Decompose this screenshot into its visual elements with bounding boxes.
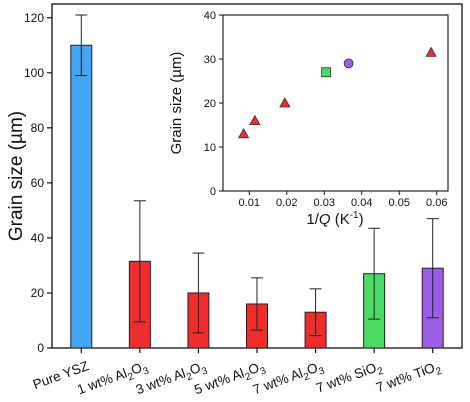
inset-x-tick-label: 0.04	[351, 197, 372, 209]
main-y-tick-label: 20	[31, 286, 45, 300]
category-label: 7 wt% SiO2	[314, 358, 385, 399]
inset-plot-frame	[222, 14, 449, 192]
inset-x-ticks: 0.01 0.02 0.03 0.04 0.05 0.06	[239, 191, 447, 209]
inset-x-tick-label: 0.06	[426, 197, 447, 209]
main-y-tick-label: 0	[37, 341, 44, 355]
inset-x-tick-label: 0.03	[314, 197, 335, 209]
inset-points	[237, 46, 437, 139]
main-y-axis-label: Grain size (µm)	[6, 111, 27, 241]
category-label: 7 wt% Al2O3	[251, 358, 327, 401]
inset-x-axis-label: 1/Q (K-1)	[306, 210, 363, 228]
inset-x-tick-label: 0.05	[389, 197, 410, 209]
triangle-point	[249, 114, 261, 125]
main-y-tick-label: 40	[31, 231, 45, 245]
triangle-point	[237, 127, 250, 139]
main-error-bars	[75, 14, 439, 337]
inset-y-tick-label: 30	[204, 54, 216, 66]
inset-y-tick-label: 0	[210, 186, 216, 198]
triangle-point	[279, 97, 291, 108]
inset-y-tick-label: 20	[204, 98, 216, 110]
inset-y-tick-label: 10	[204, 142, 216, 154]
main-y-ticks: 0 20 40 60 80 100 120	[24, 11, 52, 355]
inset-y-axis-label: Grain size (µm)	[168, 52, 185, 155]
triangle-point	[425, 46, 437, 57]
circle-point	[343, 58, 354, 69]
square-point	[321, 67, 332, 78]
inset-y-ticks: 0 10 20 30 40	[204, 10, 223, 198]
category-label: 7 wt% TiO2	[374, 358, 444, 399]
main-y-tick-label: 80	[31, 121, 45, 135]
main-y-tick-label: 120	[24, 11, 44, 25]
inset-x-tick-label: 0.02	[276, 197, 297, 209]
main-y-tick-label: 60	[31, 176, 45, 190]
inset-chart: 0 10 20 30 40 0.01 0.02 0.03 0.04 0.05 0.06 Grain…	[168, 10, 449, 228]
main-y-tick-label: 100	[24, 66, 44, 80]
inset-y-tick-label: 40	[204, 10, 216, 22]
inset-x-tick-label: 0.01	[239, 197, 260, 209]
bar	[70, 44, 93, 349]
